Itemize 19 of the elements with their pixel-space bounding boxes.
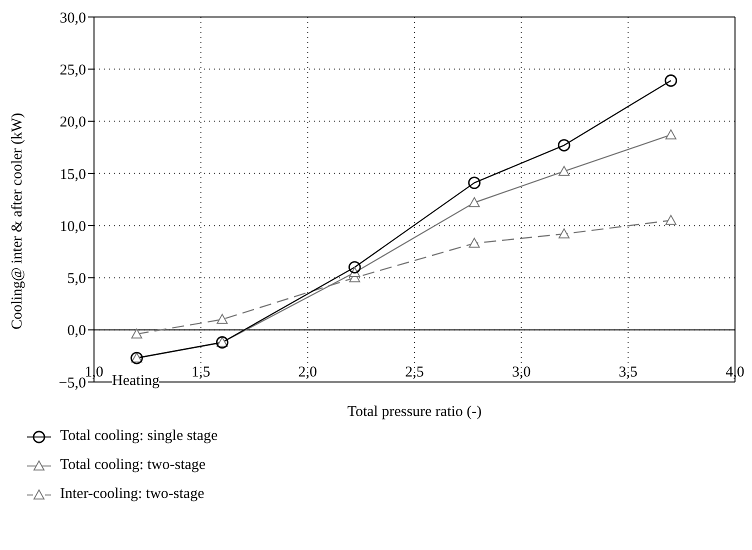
x-tick-label: 2,5 bbox=[405, 364, 424, 381]
y-tick-label: 15,0 bbox=[60, 166, 86, 183]
y-tick-label: 10,0 bbox=[60, 218, 86, 235]
x-tick-label: 3,5 bbox=[618, 364, 638, 381]
x-tick-label: 2,0 bbox=[298, 364, 318, 381]
y-tick-label: 5,0 bbox=[67, 271, 86, 288]
legend-label: Total cooling: two-stage bbox=[60, 457, 206, 474]
y-tick-label: 25,0 bbox=[60, 62, 86, 78]
y-tick-label: 30,0 bbox=[60, 10, 86, 26]
annotation: Heating bbox=[112, 373, 160, 389]
y-axis-title: Cooling@ inter & after cooler (kW) bbox=[9, 112, 26, 330]
legend-label: Inter-cooling: two-stage bbox=[60, 486, 204, 503]
y-tick-label: 0,0 bbox=[67, 323, 86, 340]
y-tick-label: −5,0 bbox=[58, 375, 86, 392]
x-tick-label: 1,5 bbox=[191, 364, 210, 381]
y-tick-label: 20,0 bbox=[60, 114, 86, 131]
x-tick-label: 3,0 bbox=[512, 364, 531, 381]
legend-label: Total cooling: single stage bbox=[60, 428, 218, 445]
x-axis-title: Total pressure ratio (-) bbox=[347, 404, 482, 420]
